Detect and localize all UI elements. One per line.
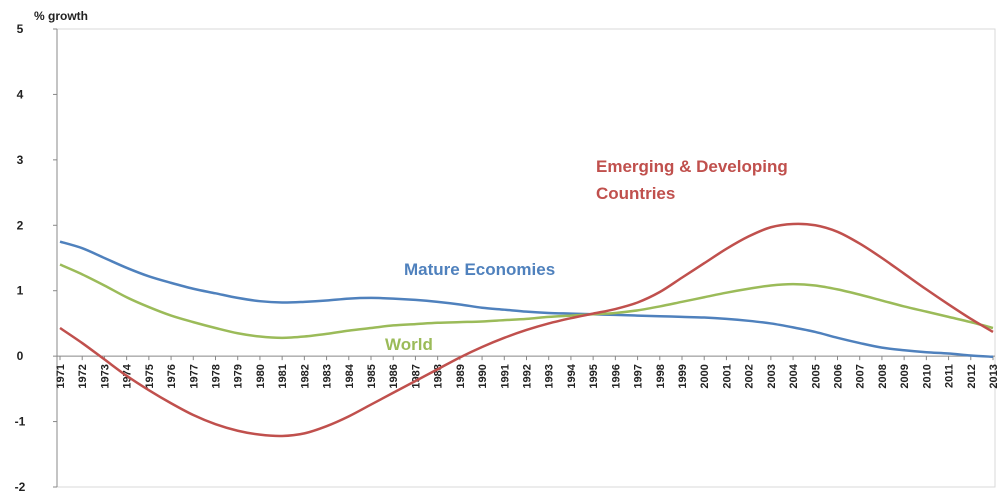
x-tick-label: 1987: [410, 364, 422, 388]
x-tick-label: 1971: [55, 364, 67, 388]
y-tick-label: 5: [17, 22, 24, 36]
x-tick-label: 1973: [99, 364, 111, 388]
x-tick-label: 1990: [477, 364, 489, 388]
x-tick-label: 2013: [988, 364, 1000, 388]
x-tick-label: 2011: [944, 364, 956, 388]
x-tick-label: 2007: [855, 364, 867, 388]
x-tick-label: 1995: [588, 364, 600, 388]
y-tick-label: 3: [17, 153, 24, 167]
x-tick-label: 1977: [188, 364, 200, 388]
y-tick-label: 0: [17, 349, 24, 363]
x-tick-label: 1980: [255, 364, 267, 388]
x-tick-label: 1991: [499, 364, 511, 388]
x-tick-label: 1985: [366, 364, 378, 388]
x-tick-label: 1992: [522, 364, 534, 388]
x-tick-label: 2012: [966, 364, 978, 388]
x-tick-label: 2002: [744, 364, 756, 388]
x-tick-label: 1978: [211, 364, 223, 388]
y-axis-label: % growth: [34, 9, 88, 23]
x-tick-label: 2001: [721, 364, 733, 388]
x-tick-label: 2005: [810, 364, 822, 388]
x-tick-label: 1982: [299, 364, 311, 388]
x-tick-label: 1996: [610, 364, 622, 388]
series-line: [59, 240, 994, 359]
y-tick-label: 2: [17, 218, 24, 232]
y-tick-label: 1: [17, 284, 24, 298]
x-tick-label: 2008: [877, 364, 889, 388]
x-tick-label: 1997: [633, 364, 645, 388]
x-tick-label: 1984: [344, 363, 356, 388]
x-tick-label: 1979: [233, 364, 245, 388]
x-tick-label: 1989: [455, 364, 467, 388]
x-tick-label: 1999: [677, 364, 689, 388]
x-tick-label: 2000: [699, 364, 711, 388]
series-label: World: [385, 335, 433, 354]
x-tick-label: 1993: [544, 364, 556, 388]
x-tick-label: 1981: [277, 364, 289, 388]
x-tick-label: 1998: [655, 364, 667, 388]
y-tick-label: -2: [15, 480, 26, 492]
series-line: [59, 222, 994, 438]
x-tick-label: 1972: [77, 364, 89, 388]
x-tick-label: 2010: [921, 364, 933, 388]
x-tick-label: 1976: [166, 364, 178, 388]
series-line: [59, 263, 994, 340]
x-tick-label: 2006: [833, 364, 845, 388]
series-label: Mature Economies: [404, 260, 556, 279]
x-tick-label: 1986: [388, 364, 400, 388]
x-tick-label: 1994: [566, 363, 578, 388]
series-label: Emerging & Developing Countries: [596, 157, 788, 203]
x-tick-label: 1983: [322, 364, 334, 388]
x-tick-label: 2009: [899, 364, 911, 388]
x-tick-label: 1975: [144, 364, 156, 388]
y-tick-label: -1: [15, 415, 26, 429]
x-tick-label: 2004: [788, 363, 800, 388]
y-tick-label: 4: [17, 87, 24, 101]
x-tick-label: 2003: [766, 364, 778, 388]
